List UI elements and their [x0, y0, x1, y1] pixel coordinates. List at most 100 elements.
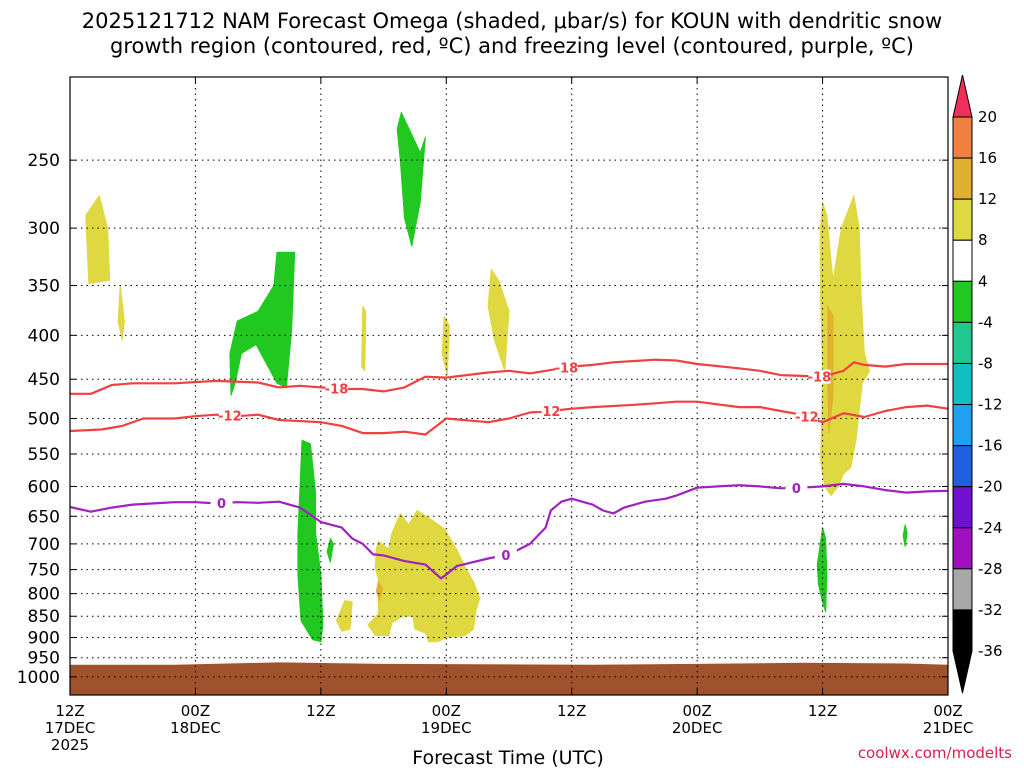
- dgz-contour-m12-label-bg: [218, 408, 241, 423]
- freezing-level-contour-label-bg: [210, 496, 233, 511]
- y-tick-label: 300: [28, 219, 60, 239]
- y-tick-label: 600: [28, 477, 60, 497]
- colorbar-tick-label: -8: [978, 354, 993, 372]
- colorbar-segment: [952, 239, 973, 282]
- colorbar-segment: [952, 321, 973, 364]
- x-tick-label: 17DEC: [45, 719, 96, 737]
- plot-frame: [69, 76, 949, 696]
- x-tick-label: 12Z: [55, 702, 84, 720]
- y-tick-label: 250: [28, 151, 60, 171]
- omega-region: [361, 305, 367, 372]
- omega-colorbar: 20 16 12 8 4 -4 -8 -12 -16 -20 -24 -28 -32 -36: [952, 74, 1003, 694]
- colorbar-tick-label: 16: [978, 149, 997, 167]
- y-tick-label: 900: [28, 629, 60, 649]
- colorbar-bottom-arrow: [952, 650, 973, 694]
- x-tick-label: 00Z: [682, 702, 711, 720]
- x-tick-label: 12Z: [306, 702, 335, 720]
- colorbar-tick-label: -16: [978, 437, 1003, 455]
- dgz-contour-m18-label-bg: [555, 360, 578, 375]
- x-tick-label: 00Z: [181, 702, 210, 720]
- ground-fill: [70, 662, 948, 695]
- colorbar-segment: [952, 609, 973, 652]
- y-axis-pressure: 2503003504004505005506006507007508008509…: [17, 151, 948, 688]
- y-tick-label: 950: [28, 649, 60, 669]
- dgz-contour-m18-label: -18: [325, 383, 349, 398]
- dgz-contour-m18-line: [70, 358, 948, 395]
- omega-region: [375, 581, 383, 602]
- y-tick-label: 650: [28, 507, 60, 527]
- x-tick-label: 12Z: [557, 702, 586, 720]
- dgz-contour-m12-label: -12: [795, 411, 819, 426]
- colorbar-tick-label: 20: [978, 108, 997, 126]
- colorbar-tick-label: 8: [978, 231, 988, 249]
- x-tick-label: 00Z: [933, 702, 962, 720]
- x-axis-label: Forecast Time (UTC): [412, 747, 603, 768]
- colorbar-segment: [952, 568, 973, 611]
- freezing-level-contour-label-bg: [785, 480, 808, 495]
- y-tick-label: 700: [28, 535, 60, 555]
- colorbar-tick-label: 4: [978, 272, 988, 290]
- colorbar-tick-label: -12: [978, 396, 1003, 414]
- dgz-contour-m18-label-bg: [325, 381, 348, 396]
- colorbar-segment: [952, 157, 973, 200]
- y-tick-label: 500: [28, 409, 60, 429]
- dgz-contour-m12-label: -12: [537, 405, 561, 420]
- colorbar-tick-label: -28: [978, 560, 1003, 578]
- dgz-contour-m12-label-bg: [537, 404, 560, 419]
- dgz-contour-m12-label: -12: [218, 410, 242, 425]
- omega-region: [441, 315, 450, 376]
- colorbar-tick-label: -4: [978, 313, 993, 331]
- x-tick-label: 21DEC: [923, 719, 974, 737]
- ground-terrain: [70, 662, 948, 695]
- x-tick-label: 2025: [51, 736, 89, 754]
- colorbar-segment: [952, 486, 973, 529]
- colorbar-segment: [952, 280, 973, 323]
- colorbar-top-arrow: [952, 74, 973, 118]
- colorbar-segment: [952, 116, 973, 159]
- credit-text: coolwx.com/modelts: [858, 744, 1012, 762]
- freezing-level-contour-label: 0: [501, 549, 510, 564]
- colorbar-segment: [952, 404, 973, 447]
- freezing-level-contour-label: 0: [217, 497, 226, 512]
- dgz-contour-m12-label-bg: [795, 409, 818, 424]
- dgz-contour-m18-label: -18: [555, 361, 579, 376]
- x-tick-label: 12Z: [808, 702, 837, 720]
- chart-title-line2: growth region (contoured, red, ºC) and f…: [110, 34, 914, 58]
- x-tick-label: 20DEC: [672, 719, 723, 737]
- plot-area: [70, 77, 948, 695]
- temperature-contours: -18 -18 -18 -12 -12 -12 0 0 0: [69, 358, 949, 580]
- omega-region: [902, 524, 908, 547]
- omega-region: [297, 439, 324, 643]
- chart-title-line1: 2025121712 NAM Forecast Omega (shaded, μ…: [82, 9, 942, 33]
- y-tick-label: 350: [28, 277, 60, 297]
- y-tick-label: 1000: [17, 668, 60, 688]
- colorbar-tick-label: -36: [978, 642, 1003, 660]
- omega-shading: [85, 112, 908, 643]
- freezing-level-contour-label: 0: [792, 482, 801, 497]
- omega-region: [396, 112, 426, 247]
- y-tick-label: 750: [28, 561, 60, 581]
- y-tick-label: 800: [28, 585, 60, 605]
- omega-region: [336, 600, 353, 632]
- freezing-level-contour-label-bg: [494, 548, 517, 563]
- colorbar-tick-label: 12: [978, 190, 997, 208]
- y-tick-label: 450: [28, 370, 60, 390]
- y-tick-label: 850: [28, 607, 60, 627]
- omega-region: [820, 195, 871, 497]
- colorbar-tick-label: -24: [978, 519, 1003, 537]
- omega-region: [117, 285, 125, 341]
- colorbar-segment: [952, 445, 973, 488]
- y-tick-label: 550: [28, 445, 60, 465]
- omega-region: [367, 510, 481, 643]
- dgz-contour-m18-label-bg: [808, 369, 831, 384]
- x-tick-label: 19DEC: [421, 719, 472, 737]
- colorbar-segment: [952, 198, 973, 241]
- x-tick-label: 18DEC: [170, 719, 221, 737]
- colorbar-segment: [952, 527, 973, 570]
- omega-region: [816, 527, 828, 613]
- omega-region: [85, 195, 111, 284]
- omega-region: [229, 251, 296, 396]
- freezing-level-contour-line: [69, 482, 949, 580]
